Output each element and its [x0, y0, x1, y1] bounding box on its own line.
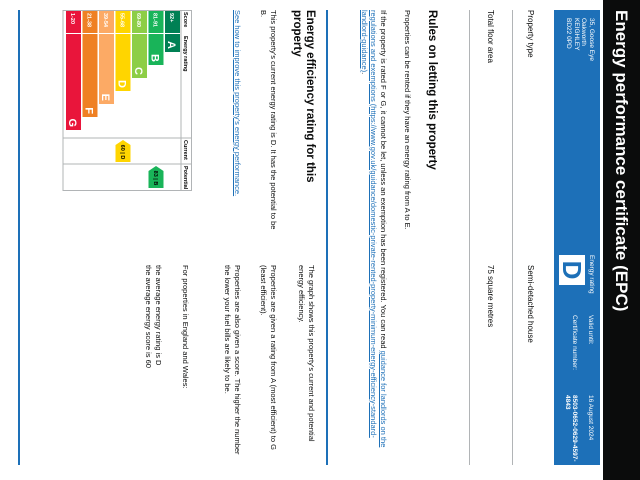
band-letter: G — [66, 118, 78, 127]
letting-text: Properties can be rented if they have an… — [403, 10, 412, 230]
text: If the property is rated F or G, it cann… — [379, 10, 388, 351]
band-letter: C — [132, 67, 144, 75]
rating-chart: Score Energy rating Current Potential 92+ A 81… — [62, 10, 192, 191]
current-label: 60 | D — [119, 145, 125, 160]
band-score: 21-38 — [85, 13, 91, 27]
section-title: Energy efficiency rating for this proper… — [291, 10, 316, 183]
band-bar — [165, 34, 180, 52]
chart-frame — [62, 10, 192, 191]
band-bar — [148, 34, 164, 65]
divider — [18, 10, 20, 465]
band-letter: F — [82, 107, 94, 114]
address-line: KEIGHLEY — [573, 18, 580, 51]
band-bar — [66, 34, 81, 130]
header: Current — [182, 140, 188, 160]
score-cell — [82, 11, 98, 33]
detail-value: 75 square metres — [486, 265, 495, 328]
band-letter: B — [148, 54, 160, 62]
page-title: Energy performance certificate (EPC) — [603, 0, 640, 480]
band-score: 39-54 — [102, 13, 108, 28]
header: Potential — [182, 166, 188, 190]
divider — [512, 10, 513, 465]
band-bar — [132, 34, 147, 78]
rating-letter: D — [557, 255, 587, 285]
header: Score — [182, 12, 188, 27]
address-line: Oakworth — [580, 18, 588, 46]
band-letter: D — [115, 80, 127, 88]
band-bar — [82, 34, 98, 117]
address: 35, Goose Eye Oakworth KEIGHLEY BD22 0PD — [565, 18, 596, 61]
paragraph: the average energy score is 60 — [144, 265, 153, 368]
detail-label: Total floor area — [486, 10, 495, 63]
band-score: 81-91 — [151, 13, 157, 27]
improve-link[interactable]: See how to improve this property's energ… — [233, 10, 242, 197]
rating-label: Energy rating — [588, 255, 595, 294]
potential-arrow — [148, 166, 164, 188]
band-score: 55-68 — [118, 13, 124, 27]
score-cell — [115, 11, 131, 33]
current-arrow — [115, 140, 131, 162]
band-bar — [99, 34, 114, 104]
summary-box: 35, Goose Eye Oakworth KEIGHLEY BD22 0PD… — [554, 10, 600, 465]
divider — [326, 10, 328, 465]
band-score: 92+ — [168, 13, 174, 22]
paragraph: For properties in England and Wales: — [181, 265, 190, 389]
band-bar — [115, 34, 131, 91]
paragraph: The graph shows this property's current … — [297, 265, 317, 442]
address-line: 35, Goose Eye — [588, 18, 595, 61]
score-cell — [132, 11, 147, 33]
header: Energy rating — [182, 36, 188, 71]
valid-label: Valid until: — [587, 315, 594, 345]
rating-text: This property's current energy rating is… — [259, 10, 279, 230]
score-cell — [165, 11, 180, 33]
score-cell — [66, 11, 81, 33]
letting-paragraph: If the property is rated F or G, it cann… — [360, 10, 388, 450]
detail-label: Property type — [526, 10, 535, 58]
potential-label: 83 | B — [152, 171, 158, 186]
valid-date: 16 August 2024 — [587, 395, 594, 441]
paragraph: Properties are given a rating from A (mo… — [259, 265, 279, 450]
score-cell — [148, 11, 164, 33]
paragraph: the average energy rating is D — [154, 265, 163, 366]
divider — [469, 10, 470, 465]
band-letter: E — [99, 94, 111, 101]
cert-label: Certificate number: — [571, 315, 578, 370]
cert-number: 8503-0652-0629-4597-4843 — [564, 395, 578, 462]
text: . — [360, 72, 369, 75]
band-letter: A — [165, 41, 177, 49]
paragraph: Properties are also given a score. The h… — [223, 265, 243, 455]
band-score: 69-80 — [135, 13, 141, 27]
address-line: BD22 0PD — [565, 18, 573, 49]
section-title: Rules on letting this property — [426, 10, 438, 170]
score-cell — [99, 11, 114, 33]
band-score: 1-20 — [69, 13, 75, 24]
detail-value: Semi-detached house — [526, 265, 535, 343]
